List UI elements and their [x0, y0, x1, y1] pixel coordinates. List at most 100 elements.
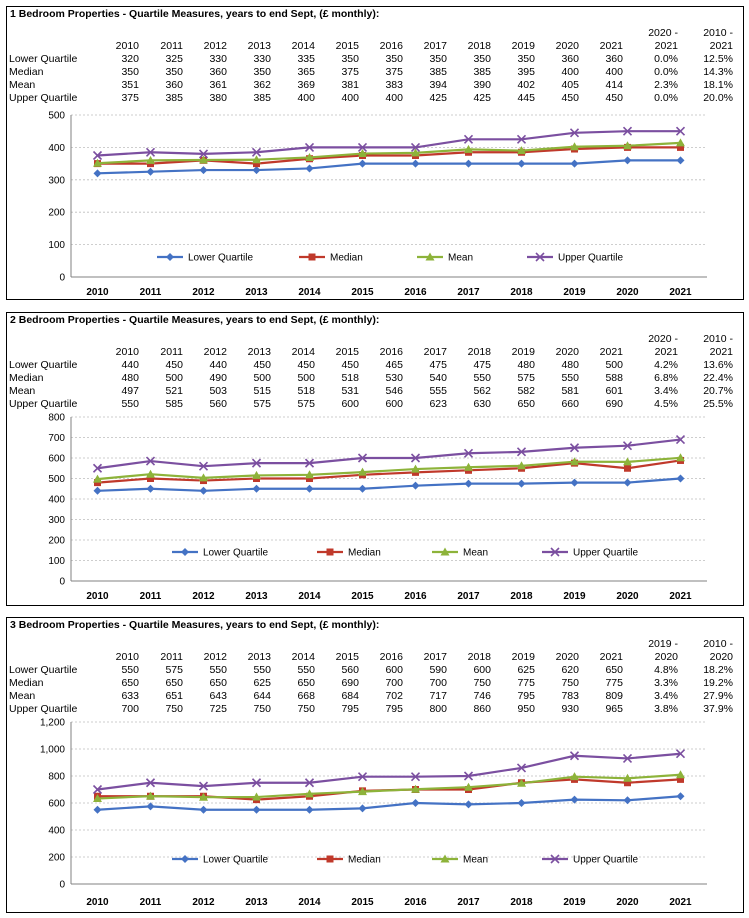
value-cell: 530	[385, 372, 403, 384]
data-point	[253, 160, 260, 168]
year-header-cell: 2021	[599, 651, 623, 663]
legend-item: Lower Quartile	[172, 548, 268, 559]
panel-title: 3 Bedroom Properties - Quartile Measures…	[10, 619, 380, 631]
change-header-cell: 2019 -	[648, 638, 678, 650]
table-row: Median 480 500 490 500 500 518 530 540 550 575 550 5…	[9, 372, 733, 385]
blank-cell	[9, 40, 89, 53]
value-cell: 400	[561, 66, 579, 78]
y-tick-label: 1,000	[40, 745, 65, 756]
data-point	[623, 478, 632, 487]
x-tick-label: 2013	[245, 591, 268, 602]
blank-cell	[9, 346, 89, 359]
table-header-row: 2020 - 2010 -	[9, 333, 733, 346]
table-row: Mean 633 651 643 644 668 684 702 717 746 795 783 809…	[9, 690, 733, 703]
value-cell: 480	[517, 359, 535, 371]
value-cell: 330	[209, 53, 227, 65]
data-point	[358, 149, 367, 158]
value-cell: 546	[385, 385, 403, 397]
value-cell: 414	[605, 79, 623, 91]
value-cell: 400	[605, 66, 623, 78]
x-tick-label: 2017	[457, 591, 480, 602]
legend-marker	[550, 854, 560, 864]
change-cell: 18.2%	[703, 664, 733, 676]
data-point	[357, 142, 368, 152]
table-row: Median 350 350 360 350 365 375 375 385 385 395 400 4…	[9, 66, 733, 79]
data-point	[676, 792, 685, 801]
x-tick-label: 2021	[669, 591, 692, 602]
x-tick-label: 2017	[457, 897, 480, 908]
x-tick-label: 2016	[404, 897, 427, 908]
y-tick-label: 100	[48, 556, 65, 567]
change-cell: 12.5%	[703, 53, 733, 65]
x-tick-label: 2015	[351, 591, 374, 602]
blank-cell	[227, 638, 271, 651]
value-cell: 650	[165, 677, 183, 689]
series-mean	[93, 770, 685, 803]
x-tick-label: 2015	[351, 287, 374, 297]
value-cell: 350	[385, 53, 403, 65]
table-row: Median 650 650 650 625 650 690 700 700 750 775 750 7…	[9, 677, 733, 690]
value-cell: 668	[297, 690, 315, 702]
series-upper-quartile	[92, 126, 686, 161]
data-point	[199, 792, 208, 801]
data-point	[252, 805, 261, 814]
change-header-cell: 2020	[654, 651, 678, 663]
value-cell: 725	[209, 703, 227, 715]
value-cell: 390	[473, 79, 491, 91]
blank-cell	[183, 638, 227, 651]
year-header-cell: 2011	[160, 40, 183, 52]
year-header-cell: 2015	[335, 651, 359, 663]
panel-title: 2 Bedroom Properties - Quartile Measures…	[10, 314, 380, 326]
table-row: Lower Quartile 550 575 550 550 550 560 600 590 60…	[9, 664, 733, 677]
value-cell: 360	[561, 53, 579, 65]
year-header-cell: 2013	[247, 346, 271, 358]
panel-title: 1 Bedroom Properties - Quartile Measures…	[10, 8, 380, 20]
data-point	[624, 779, 631, 787]
data-point	[570, 772, 579, 781]
blank-cell	[227, 27, 271, 40]
value-cell: 750	[253, 703, 271, 715]
change-header-cell: 2010 -	[703, 27, 733, 39]
year-header-cell: 2013	[247, 651, 271, 663]
value-cell: 385	[165, 92, 183, 104]
data-point	[305, 789, 314, 798]
quartile-table: 2019 - 2010 - 2010 2011 2012 2013 2014 2015 2016…	[9, 638, 733, 716]
legend-label: Lower Quartile	[188, 253, 253, 264]
value-cell: 369	[297, 79, 315, 91]
data-point	[516, 447, 527, 457]
data-point	[93, 486, 102, 495]
value-cell: 700	[385, 677, 403, 689]
data-point	[676, 453, 685, 462]
data-point	[92, 150, 103, 161]
blank-cell	[535, 638, 579, 651]
data-point	[517, 799, 526, 807]
data-point	[199, 486, 208, 495]
value-cell: 400	[297, 92, 315, 104]
data-point	[411, 799, 420, 807]
value-cell: 575	[165, 664, 183, 676]
data-point	[145, 147, 156, 157]
value-cell: 630	[473, 398, 491, 410]
data-point	[411, 159, 420, 168]
value-cell: 330	[253, 53, 271, 65]
y-tick-label: 1,200	[40, 718, 65, 729]
x-tick-label: 2015	[351, 897, 374, 908]
value-cell: 560	[341, 664, 359, 676]
change-cell: 0.0%	[654, 66, 678, 78]
legend-marker	[308, 253, 316, 261]
y-tick-label: 200	[48, 853, 65, 864]
data-point	[93, 794, 102, 803]
data-point	[675, 126, 686, 136]
value-cell: 450	[605, 92, 623, 104]
y-tick-label: 200	[48, 208, 65, 219]
blank-cell	[89, 27, 139, 40]
row-label: Mean	[9, 79, 36, 91]
data-point	[517, 479, 526, 488]
value-cell: 560	[209, 398, 227, 410]
legend-item: Mean	[432, 547, 488, 559]
year-header-cell: 2011	[160, 651, 183, 663]
x-tick-label: 2011	[140, 897, 162, 908]
year-header-cell: 2017	[423, 40, 447, 52]
change-header-cell: 2010 -	[703, 333, 733, 345]
blank-cell	[89, 333, 139, 346]
